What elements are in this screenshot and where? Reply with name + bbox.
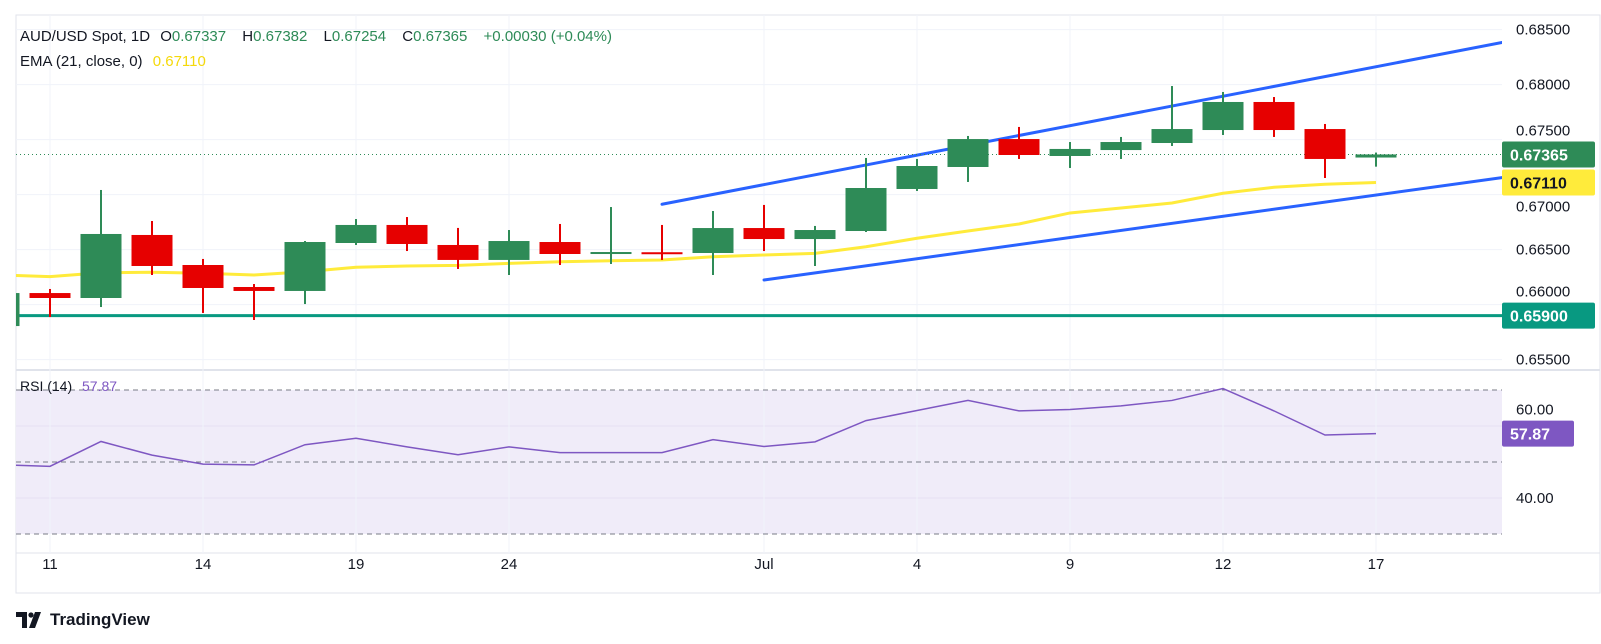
time-axis-label: 24 <box>501 556 518 573</box>
candle-up <box>1151 129 1193 144</box>
candle-down <box>131 234 173 266</box>
price-axis-label: 0.66000 <box>1516 284 1570 301</box>
candle-up <box>488 241 530 260</box>
candle-up <box>692 228 734 254</box>
ema-value: 0.67110 <box>152 53 206 70</box>
time-axis-label: 11 <box>42 556 58 573</box>
legend-ema: EMA (21, close, 0) 0.67110 <box>20 53 212 70</box>
open-value: 0.67337 <box>171 28 227 45</box>
price-axis-label: 0.65500 <box>1516 352 1570 369</box>
ema-price-tag <box>1502 169 1595 196</box>
candle-up <box>1100 142 1142 151</box>
rsi-axis-label: 60.00 <box>1516 402 1554 419</box>
ema-label[interactable]: EMA (21, close, 0) <box>20 53 143 70</box>
close-value: 0.67365 <box>413 28 468 45</box>
candle-down <box>743 228 785 240</box>
rsi-axis-label: 40.00 <box>1516 490 1554 507</box>
candle-up <box>947 139 989 167</box>
rsi-line <box>15 387 1377 468</box>
rsi-value-tag-text: 57.87 <box>1510 427 1550 444</box>
candle-down <box>182 265 224 288</box>
rsi-value-tag <box>1502 420 1574 447</box>
time-axis-label: 12 <box>1215 556 1232 573</box>
support-price-tag-text: 0.65900 <box>1510 309 1568 326</box>
price-axis-label: 0.68000 <box>1516 77 1570 94</box>
candle-up <box>284 242 326 291</box>
candle-down <box>1304 129 1346 159</box>
price-axis-label: 0.67500 <box>1516 122 1570 139</box>
high-label: H <box>242 28 254 45</box>
candle-down <box>641 252 683 255</box>
candle-up <box>16 293 20 327</box>
low-value: 0.67254 <box>331 28 387 45</box>
time-axis-label: Jul <box>754 556 773 573</box>
candle-up <box>794 230 836 240</box>
high-value: 0.67382 <box>253 28 308 45</box>
price-axis-label: 0.67000 <box>1516 199 1570 216</box>
channel-upper-line <box>660 40 1502 206</box>
channel-lower-line <box>762 176 1502 282</box>
candle-down <box>998 139 1040 155</box>
candle-down <box>386 224 428 244</box>
candle-up <box>335 224 377 243</box>
last-price-tag <box>1502 141 1595 168</box>
symbol-title[interactable]: AUD/USD Spot, 1D <box>20 28 151 45</box>
candle-up <box>1202 101 1244 131</box>
candle-down <box>539 242 581 254</box>
tradingview-logo[interactable]: TradingView <box>16 610 150 630</box>
legend-rsi: RSI (14) 57.87 <box>20 378 123 394</box>
candle-down <box>437 244 479 260</box>
ema-price-tag-text: 0.67110 <box>1510 176 1567 193</box>
open-label: O <box>160 28 172 45</box>
support-price-tag <box>1502 302 1595 329</box>
candle-down <box>233 287 275 291</box>
time-axis-label: 14 <box>195 556 212 573</box>
price-axis-label: 0.66500 <box>1516 242 1570 259</box>
candle-up <box>80 233 122 298</box>
candle-up <box>896 166 938 189</box>
close-label: C <box>402 28 414 45</box>
price-pane <box>16 40 1502 327</box>
change-value: +0.00030 (+0.04%) <box>483 28 612 45</box>
low-label: L <box>323 28 332 45</box>
candle-up <box>1049 148 1091 156</box>
logo-text: TradingView <box>50 610 150 629</box>
legend-symbol: AUD/USD Spot, 1D O0.67337 H0.67382 L0.67… <box>20 28 618 45</box>
rsi-label[interactable]: RSI (14) <box>20 378 73 394</box>
tradingview-logo-icon <box>16 612 41 628</box>
ema-line <box>16 181 1377 279</box>
candle-up <box>590 252 632 255</box>
time-axis-label: 4 <box>913 556 921 573</box>
rsi-value: 57.87 <box>82 378 118 394</box>
time-axis-label: 17 <box>1368 556 1385 573</box>
candle-down <box>29 293 71 298</box>
last-price-tag-text: 0.67365 <box>1510 147 1568 164</box>
candle-up <box>1355 154 1397 158</box>
price-axis-label: 0.68500 <box>1516 22 1570 39</box>
time-axis-label: 19 <box>348 556 365 573</box>
time-axis-label: 9 <box>1066 556 1074 573</box>
candle-up <box>845 188 887 232</box>
candle-down <box>1253 101 1295 131</box>
